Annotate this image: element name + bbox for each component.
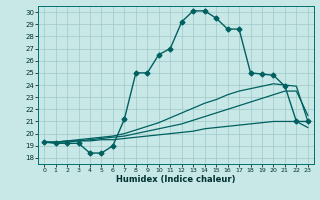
X-axis label: Humidex (Indice chaleur): Humidex (Indice chaleur) — [116, 175, 236, 184]
